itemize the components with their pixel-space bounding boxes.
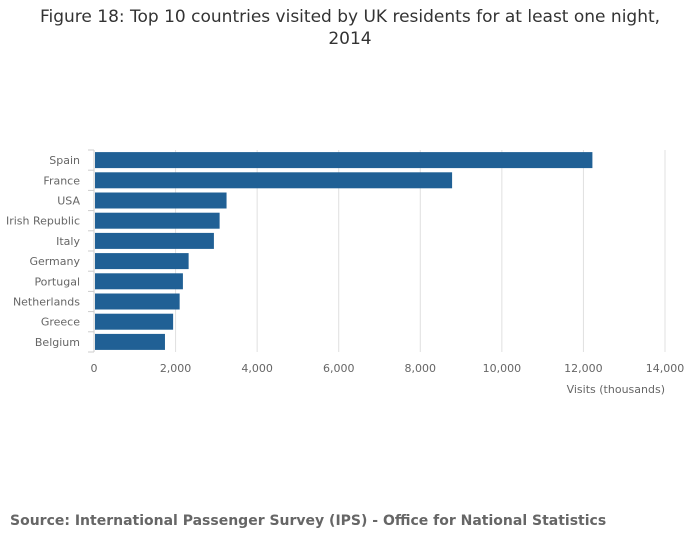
bar <box>95 273 183 290</box>
x-tick-label: 6,000 <box>323 362 355 375</box>
bar <box>95 212 220 229</box>
x-axis-title: Visits (thousands) <box>567 383 665 396</box>
bar <box>95 192 227 209</box>
category-label: Greece <box>41 316 80 329</box>
category-label: Italy <box>56 235 80 248</box>
category-label: Netherlands <box>13 296 80 309</box>
bar <box>95 152 593 169</box>
category-label: Spain <box>49 154 80 167</box>
category-label: USA <box>57 195 80 208</box>
category-label: Irish Republic <box>6 215 80 228</box>
source-note: Source: International Passenger Survey (… <box>10 513 607 529</box>
x-tick-label: 4,000 <box>241 362 273 375</box>
category-label: France <box>43 174 80 187</box>
category-label: Belgium <box>35 336 80 349</box>
x-tick-label: 14,000 <box>646 362 685 375</box>
x-tick-label: 8,000 <box>405 362 437 375</box>
x-tick-label: 12,000 <box>564 362 603 375</box>
category-label: Portugal <box>34 275 80 288</box>
bar <box>95 232 214 249</box>
bar <box>95 333 165 350</box>
bar <box>95 253 189 270</box>
x-tick-label: 2,000 <box>160 362 192 375</box>
bar <box>95 313 174 330</box>
bar <box>95 172 453 189</box>
category-label: Germany <box>29 255 80 268</box>
bar <box>95 293 180 310</box>
x-tick-label: 10,000 <box>483 362 522 375</box>
x-tick-label: 0 <box>91 362 98 375</box>
chart-title: Figure 18: Top 10 countries visited by U… <box>39 7 661 49</box>
